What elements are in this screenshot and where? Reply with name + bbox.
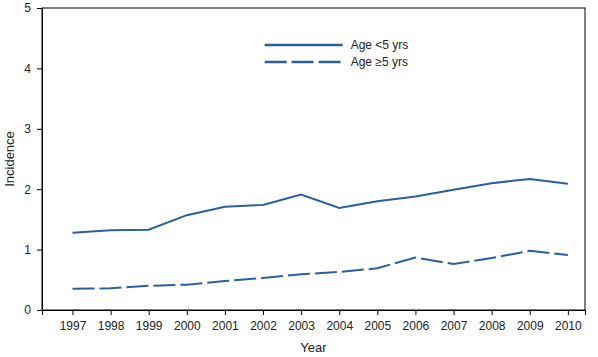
y-tick-label: 2 — [24, 183, 31, 197]
x-tick: 2000 — [174, 310, 201, 333]
y-tick-mark — [37, 129, 42, 130]
x-tick-mark — [454, 310, 455, 315]
x-tick-label: 2007 — [441, 319, 468, 333]
x-tick: 2005 — [364, 310, 391, 333]
x-tick: 2010 — [555, 310, 582, 333]
x-tick-label: 2008 — [479, 319, 506, 333]
y-tick-label: 5 — [24, 1, 31, 15]
x-tick-label: 1997 — [60, 319, 87, 333]
x-tick-label: 2003 — [288, 319, 315, 333]
x-tick-label: 1998 — [98, 319, 125, 333]
y-tick: 1 — [24, 243, 42, 257]
legend-label: Age ≥5 yrs — [351, 55, 408, 69]
x-tick-mark — [72, 310, 73, 315]
y-tick-label: 3 — [24, 122, 31, 136]
x-tick: 1997 — [60, 310, 87, 333]
y-tick: 3 — [24, 122, 42, 136]
y-tick-mark — [37, 68, 42, 69]
x-tick-mark — [187, 310, 188, 315]
x-tick-mark — [339, 310, 340, 315]
y-tick-mark — [37, 250, 42, 251]
x-tick-mark — [149, 310, 150, 315]
x-tick-mark — [530, 310, 531, 315]
x-tick: 2001 — [212, 310, 239, 333]
x-tick-mark — [568, 310, 569, 315]
lines — [72, 179, 567, 289]
y-tick-mark — [37, 310, 42, 311]
legend-swatch — [265, 44, 343, 47]
x-tick: 2008 — [479, 310, 506, 333]
x-tick-label: 2002 — [250, 319, 277, 333]
x-tick-mark — [377, 310, 378, 315]
series-line — [72, 179, 567, 233]
y-tick-mark — [37, 8, 42, 9]
x-tick-label: 2001 — [212, 319, 239, 333]
x-tick: 1998 — [98, 310, 125, 333]
x-tick-label: 2009 — [517, 319, 544, 333]
x-axis-line — [43, 311, 586, 316]
y-tick: 2 — [24, 183, 42, 197]
y-axis-title: Incidence — [2, 131, 17, 187]
x-axis-title: Year — [300, 340, 327, 355]
y-axis-line — [37, 9, 43, 311]
x-tick: 2004 — [326, 310, 353, 333]
x-tick: 2002 — [250, 310, 277, 333]
x-tick: 2009 — [517, 310, 544, 333]
legend-swatch — [265, 61, 343, 64]
x-tick-mark — [301, 310, 302, 315]
plot-frame — [42, 8, 585, 310]
y-tick-label: 4 — [24, 62, 31, 76]
x-tick-mark — [415, 310, 416, 315]
x-axis: 1997 1998 1999 2000 2001 2002 2003 2004 2005 2006… — [43, 310, 586, 333]
x-tick-mark — [263, 310, 264, 315]
y-tick: 4 — [24, 62, 42, 76]
x-tick: 2006 — [403, 310, 430, 333]
x-tick-label: 1999 — [136, 319, 163, 333]
x-tick-label: 2005 — [364, 319, 391, 333]
y-tick: 5 — [24, 1, 42, 15]
x-tick-mark — [111, 310, 112, 315]
y-axis: 0 1 2 3 4 5 — [24, 1, 42, 317]
y-tick: 0 — [24, 303, 42, 317]
x-tick-label: 2010 — [555, 319, 582, 333]
x-tick: 1999 — [136, 310, 163, 333]
x-tick: 2003 — [288, 310, 315, 333]
x-tick-label: 2000 — [174, 319, 201, 333]
x-tick-label: 2006 — [403, 319, 430, 333]
x-tick: 2007 — [441, 310, 468, 333]
y-tick-label: 0 — [24, 303, 31, 317]
x-tick-mark — [492, 310, 493, 315]
x-tick-label: 2004 — [326, 319, 353, 333]
y-tick-label: 1 — [24, 243, 31, 257]
legend-label: Age <5 yrs — [351, 38, 409, 52]
series-line — [72, 251, 567, 289]
y-tick-mark — [37, 189, 42, 190]
chart: 1997 1998 1999 2000 2001 2002 2003 2004 2005 2006… — [0, 0, 598, 357]
legend: Age <5 yrs Age ≥5 yrs — [265, 38, 409, 69]
x-tick-mark — [225, 310, 226, 315]
